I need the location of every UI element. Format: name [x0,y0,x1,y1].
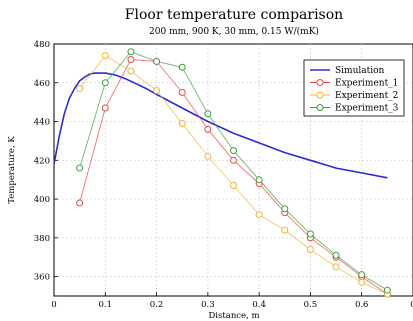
data-point-experiment-3 [358,271,366,279]
x-tick-label: 0.5 [304,300,318,310]
data-point-experiment-2 [255,211,263,219]
data-point-experiment-2 [358,278,366,286]
data-point-experiment-2 [332,263,340,271]
data-point-experiment-3 [204,110,212,118]
y-tick-label: 400 [34,195,50,205]
legend-marker [316,79,324,86]
x-tick-label: 0 [51,300,56,310]
y-tick-label: 360 [34,273,50,283]
data-point-experiment-3 [281,205,289,213]
legend-marker [316,104,324,111]
data-point-experiment-2 [281,226,289,234]
data-point-experiment-3 [383,286,391,294]
data-point-experiment-1 [101,104,109,112]
y-tick-label: 380 [34,234,50,244]
data-point-experiment-2 [178,119,186,127]
axis-ticks: 0 0.1 0.2 0.3 0.4 0.5 0.6 0 360 380 400 420 440 460 48… [34,40,413,310]
data-point-experiment-3 [101,79,109,87]
x-tick-label: 0 [410,300,413,310]
legend-label: Simulation [335,66,385,76]
data-point-experiment-3 [332,251,340,259]
x-tick-label: 0.3 [201,300,215,310]
data-point-experiment-2 [76,85,84,93]
data-point-experiment-3 [178,63,186,71]
data-point-experiment-2 [230,182,237,190]
series-line-simulation [53,72,388,179]
x-tick-label: 0.4 [252,300,266,310]
data-point-experiment-3 [230,147,237,155]
legend: Simulation Experiment_1 Experiment_2 Experi… [303,59,405,117]
data-point-experiment-3 [306,230,314,238]
y-axis-label: Temperature, K [7,136,17,204]
data-point-experiment-1 [178,88,186,96]
y-tick-label: 460 [34,79,50,89]
x-tick-label: 0.1 [99,300,113,310]
y-tick-label: 420 [34,156,50,166]
chart-title: Floor temperature comparison [125,7,343,23]
data-point-experiment-2 [127,67,135,75]
chart-subtitle: 200 mm, 900 K, 30 mm, 0.15 W/(mK) [149,26,319,37]
series-group [53,48,391,298]
data-point-experiment-1 [127,56,135,64]
data-point-experiment-3 [255,176,263,184]
legend-label: Experiment_3 [335,104,399,114]
y-tick-label: 480 [34,40,50,50]
x-tick-label: 0.6 [355,300,369,310]
data-point-experiment-1 [204,125,212,133]
data-point-experiment-3 [127,48,135,56]
x-tick-label: 0.2 [150,300,164,310]
data-point-experiment-1 [76,199,84,207]
legend-marker [316,91,324,99]
y-tick-label: 440 [34,118,50,128]
legend-label: Experiment_1 [335,79,398,89]
data-point-experiment-2 [101,52,109,60]
data-point-experiment-3 [153,57,161,65]
data-point-experiment-1 [230,156,237,164]
x-axis-label: Distance, m [208,311,259,321]
data-point-experiment-2 [153,87,161,95]
data-point-experiment-2 [204,152,212,160]
data-point-experiment-2 [306,245,314,253]
legend-label: Experiment_2 [335,91,398,101]
data-point-experiment-3 [76,164,84,172]
